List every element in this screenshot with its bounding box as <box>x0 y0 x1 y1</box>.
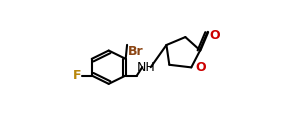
Text: F: F <box>73 69 81 82</box>
Text: O: O <box>196 61 206 74</box>
Text: O: O <box>209 29 220 42</box>
Text: Br: Br <box>128 45 143 58</box>
Text: NH: NH <box>137 61 156 74</box>
